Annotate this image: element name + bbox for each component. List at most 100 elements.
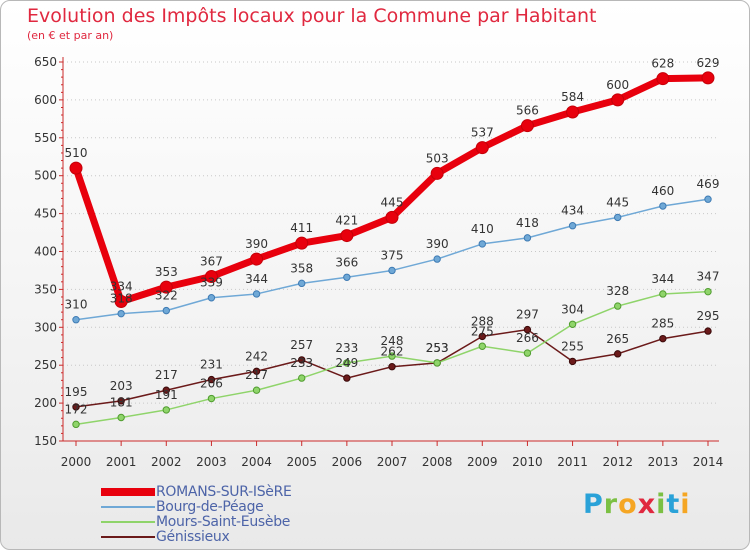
data-point-romans: [204, 270, 218, 284]
y-tick-label: 650: [34, 55, 57, 69]
data-point-romans: [520, 119, 534, 133]
data-point-bourg: [343, 273, 351, 281]
legend-swatch-mours: [101, 521, 155, 523]
y-tick-label: 200: [34, 396, 57, 410]
data-label-genissieux: 203: [110, 379, 133, 393]
x-tick-label: 2004: [241, 455, 272, 469]
data-point-mours: [478, 342, 486, 350]
data-point-mours: [207, 394, 216, 403]
logo-letter: P: [583, 489, 604, 520]
data-label-bourg: 339: [200, 276, 223, 290]
data-point-genissieux: [207, 375, 216, 384]
y-tick-label: 350: [34, 282, 57, 296]
data-point-mours: [162, 406, 170, 414]
data-point-mours: [343, 359, 351, 367]
data-label-mours: 206: [200, 377, 223, 391]
x-tick-label: 2001: [106, 455, 137, 469]
data-label-mours: 181: [110, 396, 133, 410]
data-point-mours: [704, 287, 712, 296]
logo-letter: t: [666, 489, 681, 520]
chart-subtitle: (en € et par an): [27, 29, 114, 42]
data-label-genissieux: 265: [606, 332, 629, 346]
data-point-genissieux: [704, 327, 712, 335]
data-point-genissieux: [162, 386, 170, 394]
data-label-bourg: 310: [65, 298, 88, 312]
data-point-bourg: [659, 202, 667, 210]
data-label-bourg: 344: [245, 272, 268, 286]
data-label-romans: 367: [200, 255, 223, 269]
data-point-genissieux: [614, 350, 622, 358]
data-point-bourg: [298, 279, 306, 288]
data-label-mours: 217: [245, 368, 268, 382]
y-tick-label: 150: [34, 434, 57, 448]
data-label-mours: 344: [651, 272, 674, 286]
data-label-genissieux: 295: [697, 309, 720, 323]
data-point-genissieux: [117, 397, 125, 405]
data-point-mours: [659, 290, 667, 298]
data-label-genissieux: 195: [65, 385, 88, 399]
data-point-genissieux: [72, 403, 80, 411]
data-point-bourg: [568, 222, 577, 230]
data-label-romans: 353: [155, 265, 178, 279]
data-point-mours: [72, 420, 80, 429]
data-label-genissieux: 217: [155, 368, 178, 382]
data-point-bourg: [523, 234, 532, 242]
data-label-genissieux: 231: [200, 358, 223, 372]
data-point-bourg: [478, 240, 486, 248]
data-point-romans: [701, 71, 715, 85]
legend-label-bourg: Bourg-de-Péage: [156, 499, 264, 515]
data-label-bourg: 418: [516, 216, 539, 230]
data-point-genissieux: [478, 332, 486, 341]
data-label-bourg: 410: [471, 222, 494, 236]
x-tick-label: 2009: [467, 455, 498, 469]
data-point-genissieux: [298, 356, 306, 364]
data-label-mours: 233: [335, 341, 358, 355]
data-label-bourg: 445: [606, 195, 629, 209]
data-label-bourg: 469: [697, 177, 720, 191]
data-label-genissieux: 253: [426, 341, 449, 355]
data-label-romans: 629: [697, 56, 720, 70]
data-point-bourg: [207, 294, 216, 302]
data-label-mours: 233: [290, 356, 313, 370]
data-label-genissieux: 262: [381, 345, 404, 359]
x-tick-label: 2008: [422, 455, 453, 469]
y-tick-label: 550: [34, 131, 57, 145]
legend-label-romans: ROMANS-SUR-ISèRE: [156, 484, 292, 500]
data-label-bourg: 390: [426, 237, 449, 251]
y-tick-label: 500: [34, 169, 57, 183]
y-tick-label: 450: [34, 207, 57, 221]
data-label-bourg: 366: [335, 255, 358, 269]
data-point-bourg: [162, 306, 170, 315]
legend-label-mours: Mours-Saint-Eusèbe: [156, 514, 291, 530]
x-tick-label: 2003: [196, 455, 227, 469]
data-point-genissieux: [523, 325, 532, 334]
logo-letter: x: [637, 489, 657, 520]
data-point-romans: [340, 229, 354, 243]
data-label-romans: 566: [516, 104, 539, 118]
data-point-genissieux: [568, 357, 577, 366]
data-point-bourg: [388, 266, 396, 275]
data-point-romans: [69, 161, 83, 175]
data-label-mours: 172: [65, 402, 88, 416]
data-point-mours: [388, 352, 396, 360]
data-label-bourg: 460: [651, 184, 674, 198]
data-label-bourg: 358: [290, 261, 313, 275]
data-label-romans: 600: [606, 78, 629, 92]
data-label-genissieux: 288: [471, 314, 494, 328]
data-point-romans: [430, 166, 444, 180]
data-label-bourg: 375: [381, 248, 404, 262]
data-label-romans: 628: [651, 57, 674, 71]
data-label-mours: 328: [606, 284, 629, 298]
data-label-bourg: 434: [561, 204, 584, 218]
y-tick-label: 400: [34, 245, 57, 259]
legend-label-genissieux: Génissieux: [156, 529, 230, 545]
data-point-bourg: [72, 316, 80, 324]
data-label-romans: 421: [335, 214, 358, 228]
data-label-mours: 347: [697, 270, 720, 284]
data-label-romans: 537: [471, 126, 494, 140]
data-label-romans: 390: [245, 237, 268, 251]
data-label-romans: 510: [65, 146, 88, 160]
proxiti-logo: Proxiti: [583, 489, 691, 520]
data-point-genissieux: [252, 367, 261, 375]
